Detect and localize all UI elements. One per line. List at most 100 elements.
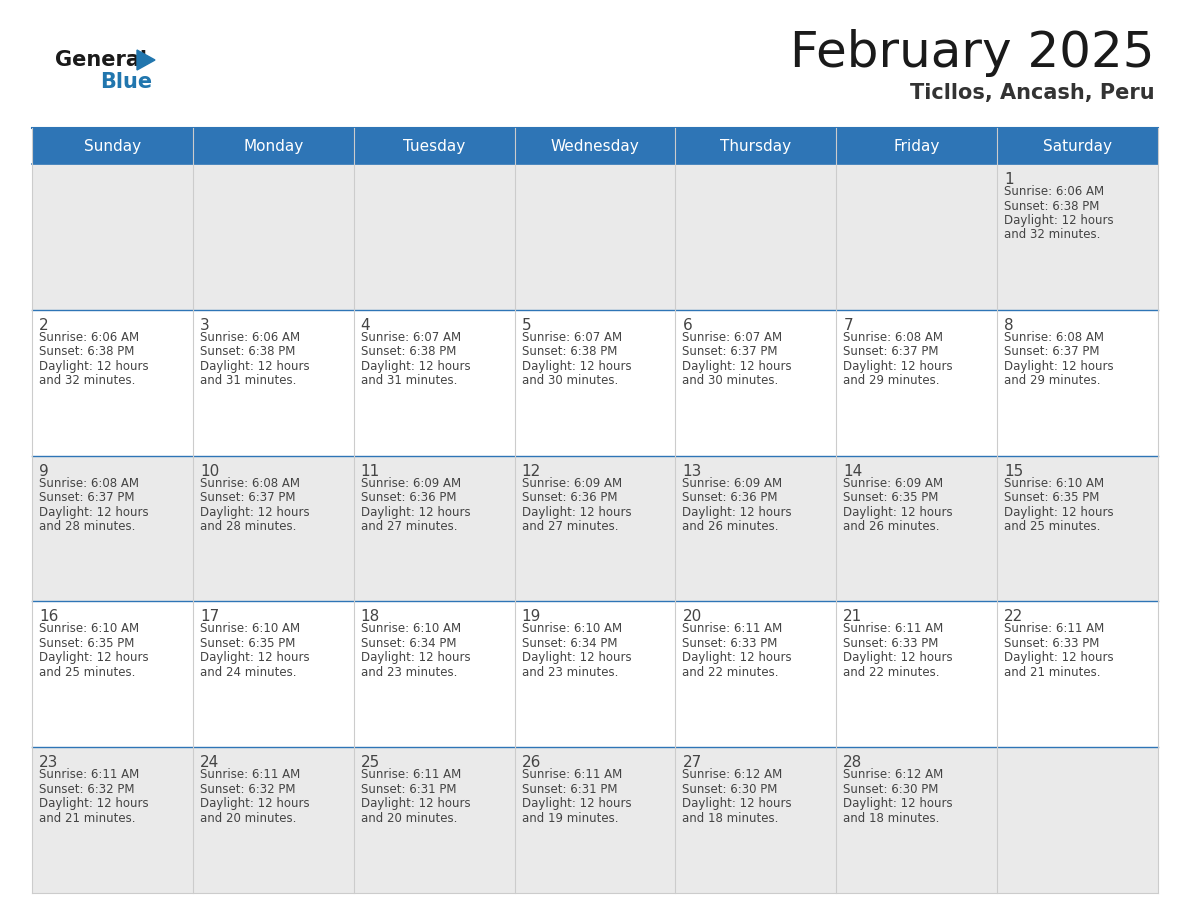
- Text: Sunset: 6:38 PM: Sunset: 6:38 PM: [361, 345, 456, 358]
- Text: Sunset: 6:30 PM: Sunset: 6:30 PM: [682, 783, 778, 796]
- Text: Sunrise: 6:08 AM: Sunrise: 6:08 AM: [39, 476, 139, 489]
- Text: Sunset: 6:36 PM: Sunset: 6:36 PM: [682, 491, 778, 504]
- Text: February 2025: February 2025: [790, 29, 1155, 77]
- Text: and 26 minutes.: and 26 minutes.: [843, 521, 940, 533]
- Text: Daylight: 12 hours: Daylight: 12 hours: [361, 506, 470, 519]
- Text: 14: 14: [843, 464, 862, 478]
- Text: Sunrise: 6:08 AM: Sunrise: 6:08 AM: [1004, 330, 1104, 344]
- Text: 13: 13: [682, 464, 702, 478]
- Text: 4: 4: [361, 318, 371, 333]
- Text: Sunset: 6:35 PM: Sunset: 6:35 PM: [200, 637, 296, 650]
- Text: Daylight: 12 hours: Daylight: 12 hours: [843, 652, 953, 665]
- Text: Sunrise: 6:10 AM: Sunrise: 6:10 AM: [522, 622, 621, 635]
- Text: General: General: [55, 50, 147, 70]
- Text: and 24 minutes.: and 24 minutes.: [200, 666, 296, 679]
- Text: Sunset: 6:30 PM: Sunset: 6:30 PM: [843, 783, 939, 796]
- Text: Sunset: 6:38 PM: Sunset: 6:38 PM: [200, 345, 296, 358]
- Text: and 30 minutes.: and 30 minutes.: [682, 375, 778, 387]
- Text: Daylight: 12 hours: Daylight: 12 hours: [39, 506, 148, 519]
- Text: Daylight: 12 hours: Daylight: 12 hours: [682, 797, 792, 811]
- Text: 12: 12: [522, 464, 541, 478]
- Text: Daylight: 12 hours: Daylight: 12 hours: [39, 360, 148, 373]
- Text: 20: 20: [682, 610, 702, 624]
- Text: 19: 19: [522, 610, 541, 624]
- Text: Sunset: 6:37 PM: Sunset: 6:37 PM: [200, 491, 296, 504]
- Bar: [32, 601, 1158, 747]
- Text: Sunset: 6:37 PM: Sunset: 6:37 PM: [39, 491, 134, 504]
- Text: and 18 minutes.: and 18 minutes.: [682, 812, 779, 824]
- Text: and 22 minutes.: and 22 minutes.: [843, 666, 940, 679]
- Text: 25: 25: [361, 756, 380, 770]
- Text: 5: 5: [522, 318, 531, 333]
- Text: and 22 minutes.: and 22 minutes.: [682, 666, 779, 679]
- Text: Sunday: Sunday: [84, 139, 141, 153]
- Text: and 20 minutes.: and 20 minutes.: [200, 812, 296, 824]
- Text: 15: 15: [1004, 464, 1023, 478]
- Text: and 19 minutes.: and 19 minutes.: [522, 812, 618, 824]
- Polygon shape: [137, 50, 154, 70]
- Bar: [32, 128, 1158, 164]
- Text: Sunrise: 6:08 AM: Sunrise: 6:08 AM: [843, 330, 943, 344]
- Text: and 23 minutes.: and 23 minutes.: [361, 666, 457, 679]
- Text: Daylight: 12 hours: Daylight: 12 hours: [522, 506, 631, 519]
- Text: Sunset: 6:38 PM: Sunset: 6:38 PM: [39, 345, 134, 358]
- Text: Sunrise: 6:09 AM: Sunrise: 6:09 AM: [522, 476, 621, 489]
- Text: 8: 8: [1004, 318, 1013, 333]
- Text: and 31 minutes.: and 31 minutes.: [200, 375, 296, 387]
- Text: 21: 21: [843, 610, 862, 624]
- Text: Daylight: 12 hours: Daylight: 12 hours: [39, 797, 148, 811]
- Text: Daylight: 12 hours: Daylight: 12 hours: [200, 360, 310, 373]
- Text: Sunrise: 6:07 AM: Sunrise: 6:07 AM: [522, 330, 621, 344]
- Text: Wednesday: Wednesday: [550, 139, 639, 153]
- Text: Sunset: 6:35 PM: Sunset: 6:35 PM: [1004, 491, 1100, 504]
- Text: 17: 17: [200, 610, 219, 624]
- Bar: [32, 747, 1158, 893]
- Text: Sunrise: 6:11 AM: Sunrise: 6:11 AM: [200, 768, 301, 781]
- Text: Sunset: 6:37 PM: Sunset: 6:37 PM: [682, 345, 778, 358]
- Text: Sunrise: 6:07 AM: Sunrise: 6:07 AM: [361, 330, 461, 344]
- Text: 11: 11: [361, 464, 380, 478]
- Text: Sunrise: 6:09 AM: Sunrise: 6:09 AM: [843, 476, 943, 489]
- Text: Tuesday: Tuesday: [403, 139, 466, 153]
- Text: Daylight: 12 hours: Daylight: 12 hours: [200, 652, 310, 665]
- Text: 2: 2: [39, 318, 49, 333]
- Text: Daylight: 12 hours: Daylight: 12 hours: [1004, 214, 1114, 227]
- Text: Sunrise: 6:10 AM: Sunrise: 6:10 AM: [200, 622, 301, 635]
- Bar: [32, 164, 1158, 309]
- Text: Sunrise: 6:10 AM: Sunrise: 6:10 AM: [39, 622, 139, 635]
- Text: Daylight: 12 hours: Daylight: 12 hours: [843, 506, 953, 519]
- Text: and 20 minutes.: and 20 minutes.: [361, 812, 457, 824]
- Text: and 27 minutes.: and 27 minutes.: [522, 521, 618, 533]
- Text: 3: 3: [200, 318, 209, 333]
- Text: and 21 minutes.: and 21 minutes.: [39, 812, 135, 824]
- Text: 24: 24: [200, 756, 219, 770]
- Text: Monday: Monday: [244, 139, 303, 153]
- Text: and 18 minutes.: and 18 minutes.: [843, 812, 940, 824]
- Text: and 32 minutes.: and 32 minutes.: [1004, 229, 1100, 241]
- Text: Sunrise: 6:11 AM: Sunrise: 6:11 AM: [843, 622, 943, 635]
- Text: and 28 minutes.: and 28 minutes.: [200, 521, 296, 533]
- Text: Sunrise: 6:06 AM: Sunrise: 6:06 AM: [1004, 185, 1105, 198]
- Text: and 30 minutes.: and 30 minutes.: [522, 375, 618, 387]
- Text: Sunrise: 6:11 AM: Sunrise: 6:11 AM: [361, 768, 461, 781]
- Text: and 25 minutes.: and 25 minutes.: [39, 666, 135, 679]
- Text: Sunset: 6:36 PM: Sunset: 6:36 PM: [522, 491, 617, 504]
- Text: and 27 minutes.: and 27 minutes.: [361, 521, 457, 533]
- Text: Daylight: 12 hours: Daylight: 12 hours: [361, 652, 470, 665]
- Text: Sunset: 6:38 PM: Sunset: 6:38 PM: [1004, 199, 1100, 212]
- Text: Sunset: 6:32 PM: Sunset: 6:32 PM: [39, 783, 134, 796]
- Text: 27: 27: [682, 756, 702, 770]
- Text: Sunset: 6:33 PM: Sunset: 6:33 PM: [682, 637, 778, 650]
- Text: Daylight: 12 hours: Daylight: 12 hours: [682, 360, 792, 373]
- Text: Sunset: 6:31 PM: Sunset: 6:31 PM: [361, 783, 456, 796]
- Text: 26: 26: [522, 756, 541, 770]
- Text: Sunrise: 6:06 AM: Sunrise: 6:06 AM: [200, 330, 301, 344]
- Text: Sunset: 6:38 PM: Sunset: 6:38 PM: [522, 345, 617, 358]
- Text: Sunset: 6:32 PM: Sunset: 6:32 PM: [200, 783, 296, 796]
- Text: and 31 minutes.: and 31 minutes.: [361, 375, 457, 387]
- Text: Sunset: 6:33 PM: Sunset: 6:33 PM: [1004, 637, 1100, 650]
- Text: Sunset: 6:37 PM: Sunset: 6:37 PM: [843, 345, 939, 358]
- Text: Ticllos, Ancash, Peru: Ticllos, Ancash, Peru: [910, 83, 1155, 103]
- Text: Sunset: 6:31 PM: Sunset: 6:31 PM: [522, 783, 617, 796]
- Text: 6: 6: [682, 318, 693, 333]
